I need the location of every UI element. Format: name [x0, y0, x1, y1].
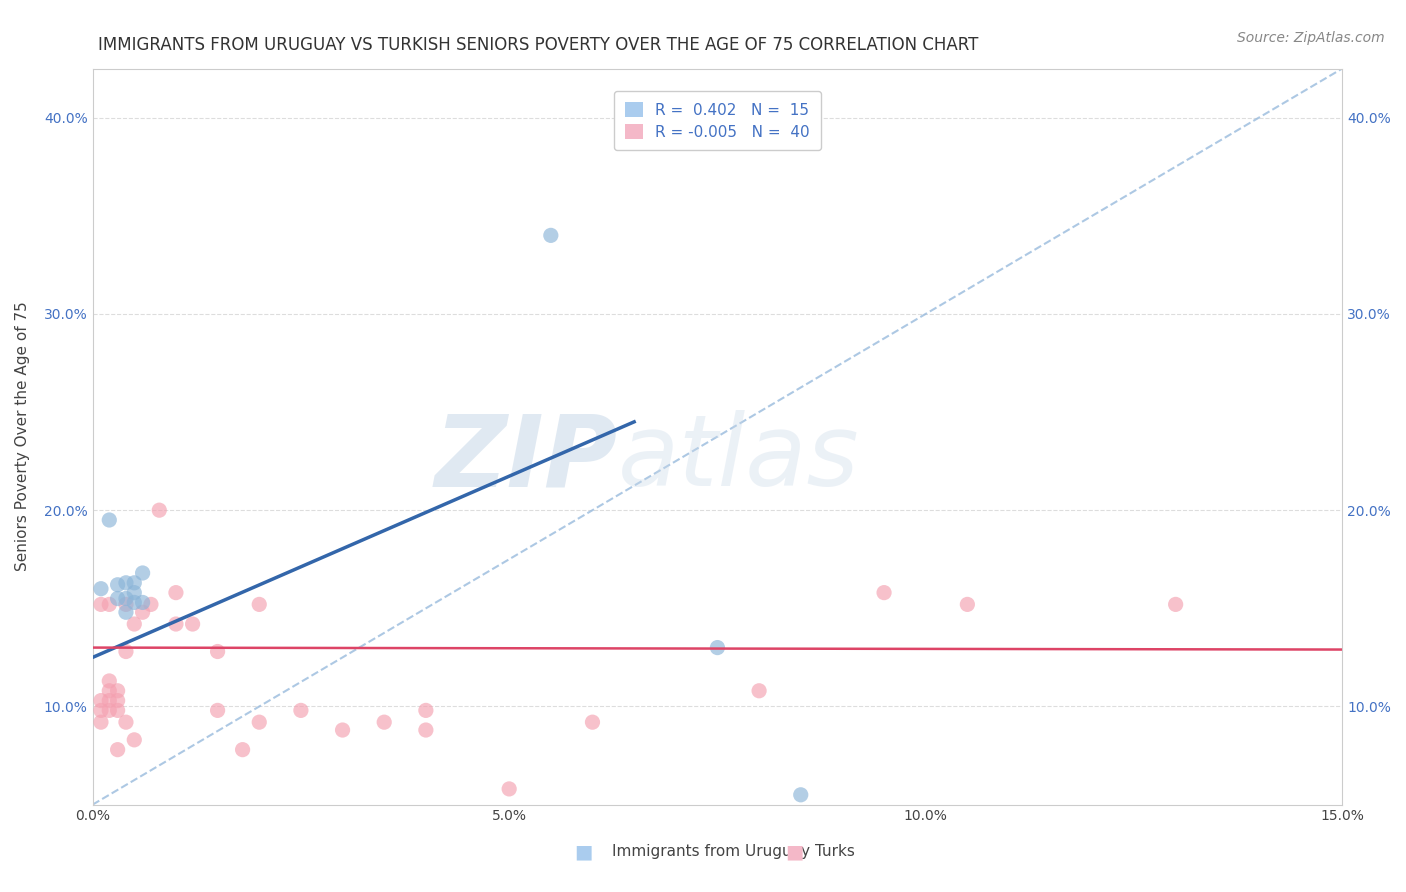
Point	[115, 605, 138, 619]
Point	[90, 693, 112, 707]
Point	[98, 683, 121, 698]
Point	[98, 693, 121, 707]
Point	[207, 644, 229, 658]
Point	[124, 732, 146, 747]
Point	[107, 693, 129, 707]
Text: ZIP: ZIP	[434, 410, 617, 508]
Text: Immigrants from Uruguay: Immigrants from Uruguay	[612, 845, 810, 859]
Point	[165, 585, 187, 599]
Point	[115, 591, 138, 606]
Point	[98, 703, 121, 717]
Point	[124, 595, 146, 609]
Point	[107, 742, 129, 756]
Point	[115, 598, 138, 612]
Point	[90, 715, 112, 730]
Point	[115, 715, 138, 730]
Text: Turks: Turks	[815, 845, 855, 859]
Point	[107, 703, 129, 717]
Point	[107, 683, 129, 698]
Point	[332, 723, 354, 737]
Legend: R =  0.402   N =  15, R = -0.005   N =  40: R = 0.402 N = 15, R = -0.005 N = 40	[614, 91, 821, 151]
Point	[131, 566, 153, 580]
Point	[90, 703, 112, 717]
Point	[290, 703, 312, 717]
Point	[873, 585, 896, 599]
Point	[124, 617, 146, 632]
Text: atlas: atlas	[617, 410, 859, 508]
Y-axis label: Seniors Poverty Over the Age of 75: Seniors Poverty Over the Age of 75	[15, 301, 30, 572]
Text: ■: ■	[785, 842, 804, 862]
Point	[90, 582, 112, 596]
Point	[415, 723, 437, 737]
Point	[956, 598, 979, 612]
Point	[148, 503, 170, 517]
Point	[498, 781, 520, 796]
Point	[107, 591, 129, 606]
Point	[98, 513, 121, 527]
Point	[581, 715, 603, 730]
Point	[232, 742, 254, 756]
Point	[90, 598, 112, 612]
Text: IMMIGRANTS FROM URUGUAY VS TURKISH SENIORS POVERTY OVER THE AGE OF 75 CORRELATIO: IMMIGRANTS FROM URUGUAY VS TURKISH SENIO…	[98, 36, 979, 54]
Point	[748, 683, 770, 698]
Point	[1164, 598, 1187, 612]
Point	[107, 578, 129, 592]
Text: Source: ZipAtlas.com: Source: ZipAtlas.com	[1237, 31, 1385, 45]
Point	[115, 644, 138, 658]
Point	[181, 617, 204, 632]
Point	[139, 598, 162, 612]
Point	[247, 715, 270, 730]
Text: ■: ■	[574, 842, 593, 862]
Point	[790, 788, 813, 802]
Point	[373, 715, 395, 730]
Point	[207, 703, 229, 717]
Point	[124, 575, 146, 590]
Point	[98, 598, 121, 612]
Point	[131, 595, 153, 609]
Point	[131, 605, 153, 619]
Point	[115, 575, 138, 590]
Point	[415, 703, 437, 717]
Point	[98, 673, 121, 688]
Point	[540, 228, 562, 243]
Point	[706, 640, 728, 655]
Point	[124, 585, 146, 599]
Point	[165, 617, 187, 632]
Point	[247, 598, 270, 612]
